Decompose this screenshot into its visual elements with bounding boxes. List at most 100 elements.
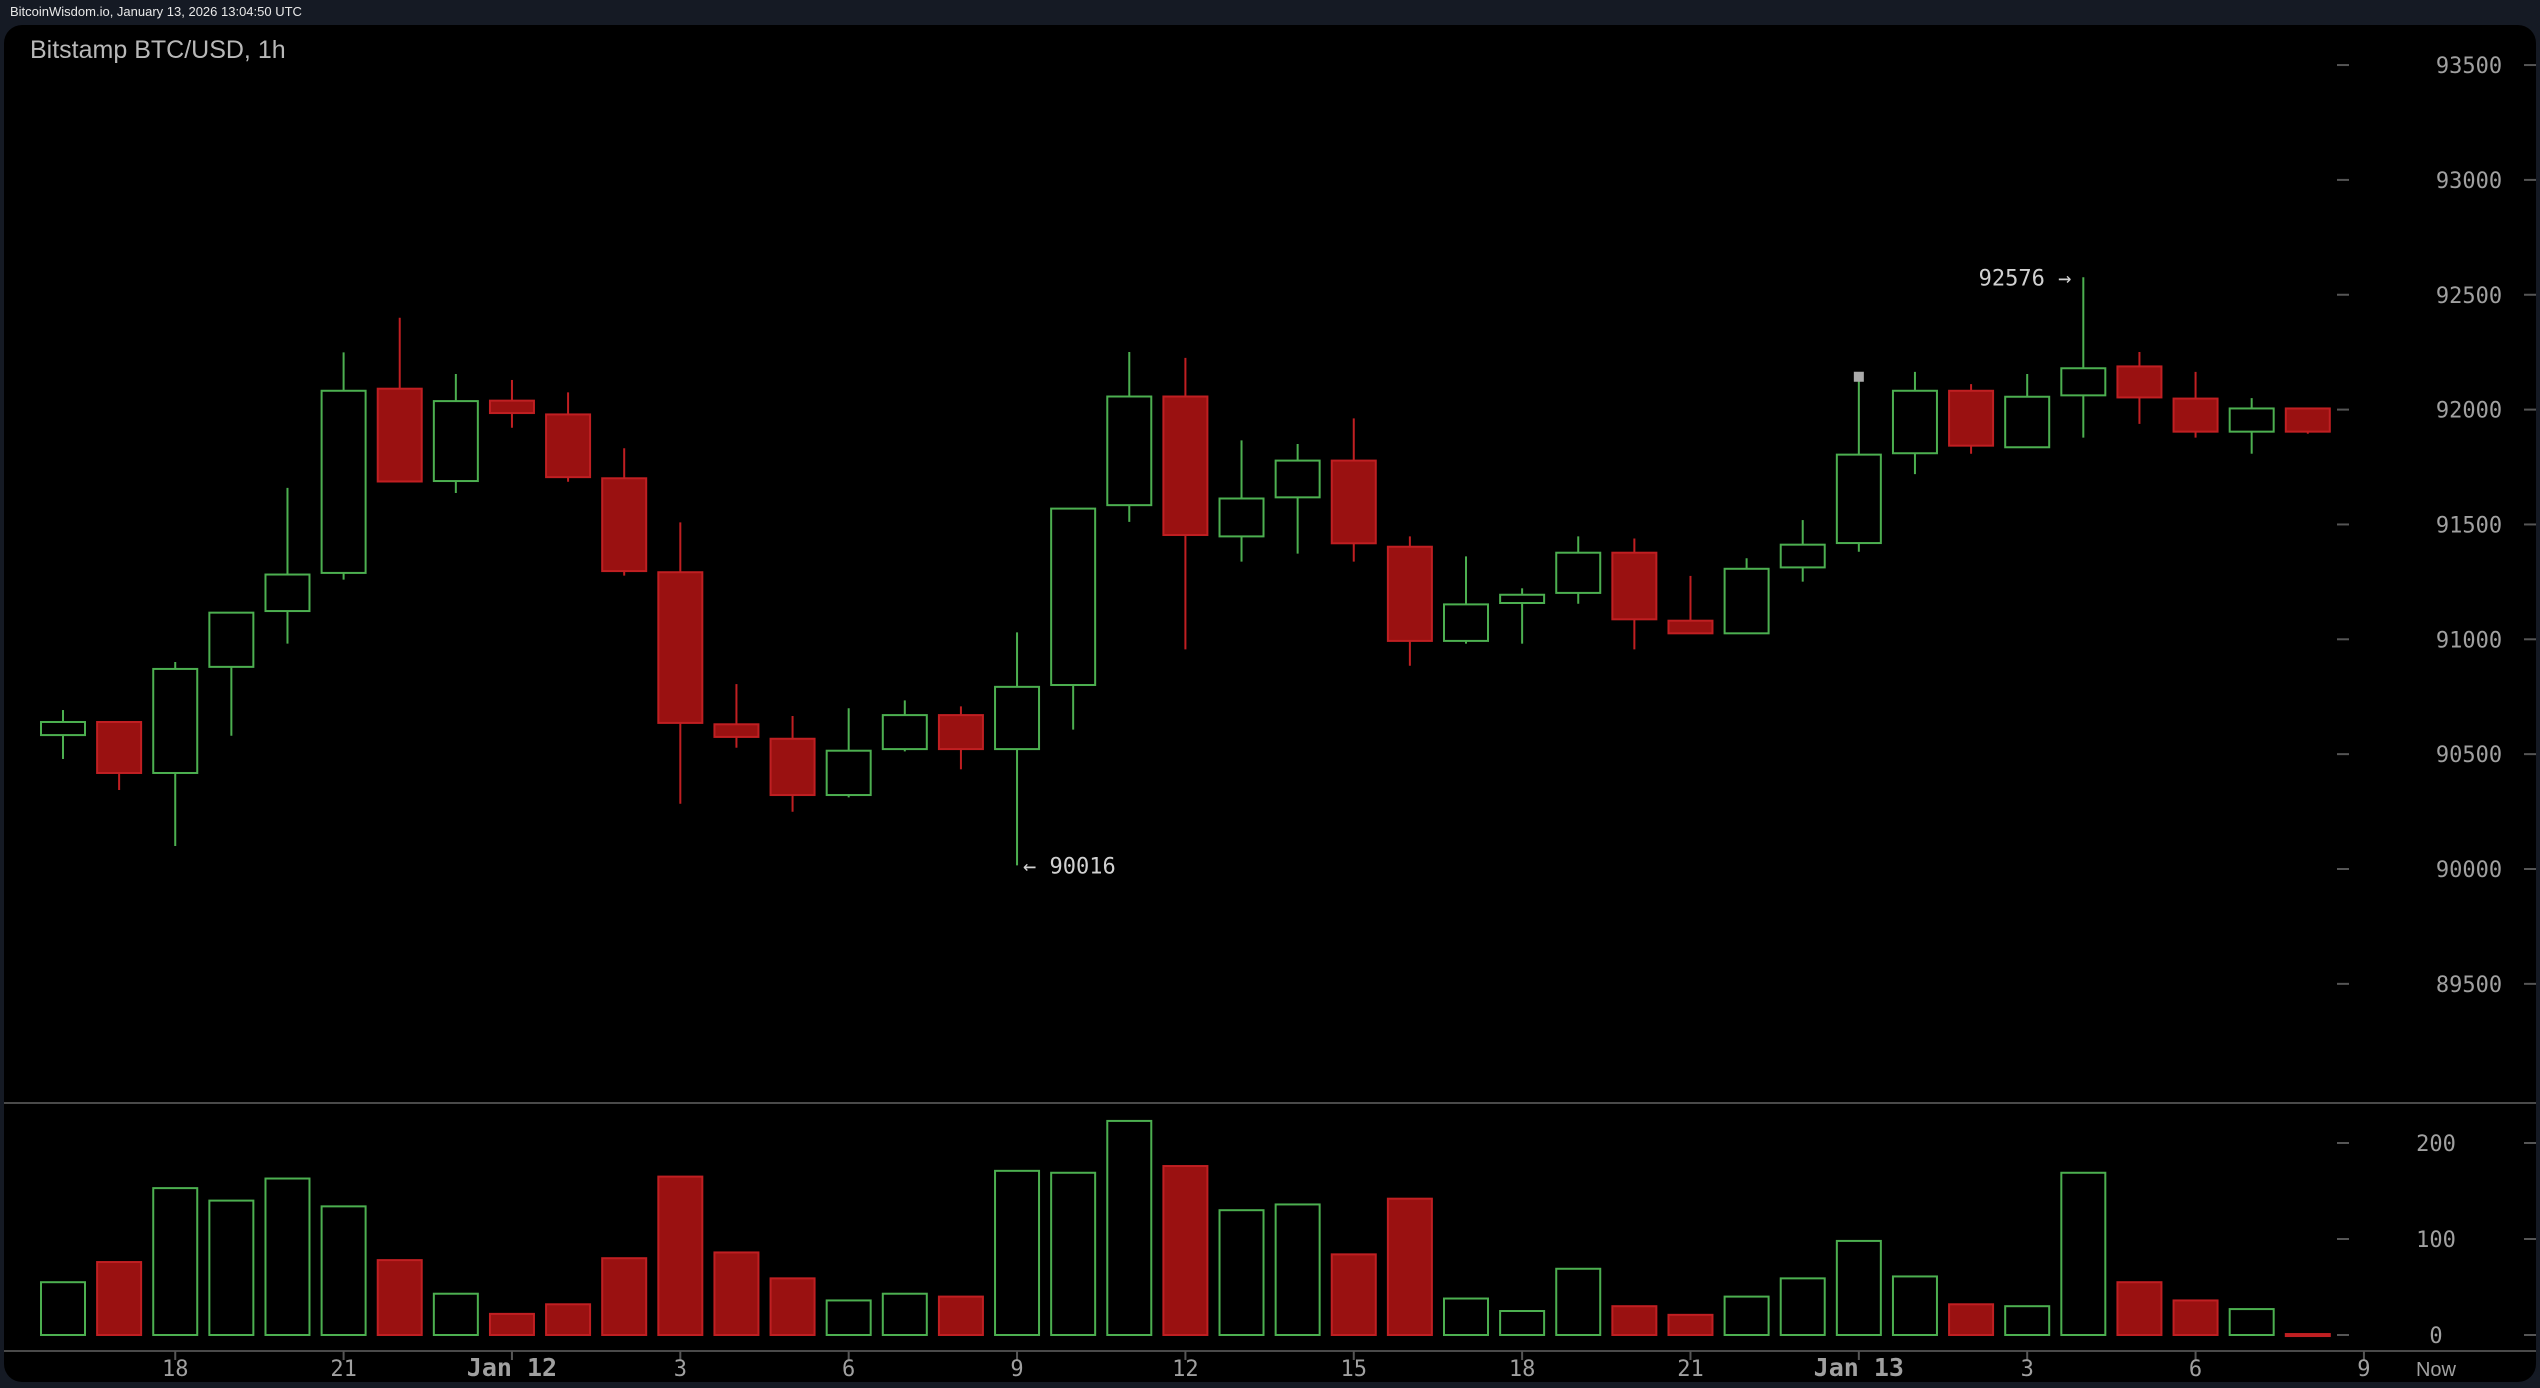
candle [1106, 351, 1153, 522]
volume-bar [2228, 1308, 2275, 1336]
volume-bar [1050, 1171, 1097, 1337]
candle [1330, 418, 1377, 562]
candle [1723, 558, 1770, 635]
volume-bar [264, 1177, 311, 1337]
candle [1443, 556, 1489, 644]
time-tick-label: Jan 12 [467, 1353, 557, 1382]
candle [825, 708, 872, 798]
candle [1162, 357, 1209, 650]
candle [264, 487, 311, 644]
volume-bar [2116, 1281, 2163, 1336]
candle [208, 611, 255, 736]
candle [1499, 588, 1546, 644]
chart-panel: Bitstamp BTC/USD, 1h [4, 25, 2536, 1382]
candle [376, 317, 423, 483]
volume-bar [96, 1261, 143, 1337]
candle [1050, 507, 1097, 730]
candle [320, 352, 367, 580]
candle [937, 706, 984, 770]
candle [1611, 538, 1658, 650]
candle [488, 379, 535, 428]
time-tick-label: 18 [162, 1357, 189, 1382]
volume-bar [937, 1295, 984, 1336]
time-tick-label: 18 [1509, 1357, 1536, 1382]
volume-bar [1835, 1239, 1882, 1337]
time-tick-label: 9 [1010, 1357, 1023, 1382]
volume-bar [1611, 1305, 1658, 1336]
candle [96, 720, 143, 790]
volume-bar [1106, 1119, 1153, 1337]
candle [2116, 351, 2163, 424]
volume-bar [825, 1299, 872, 1336]
candle [1386, 536, 1433, 666]
top-bar: BitcoinWisdom.io, January 13, 2026 13:04… [0, 0, 2540, 25]
volume-bar [1162, 1165, 1209, 1337]
volume-bar [601, 1257, 648, 1336]
chart-title: Bitstamp BTC/USD, 1h [30, 36, 286, 64]
candle [545, 392, 592, 482]
volume-bar [2172, 1299, 2219, 1336]
time-tick-label: 12 [1172, 1357, 1199, 1382]
volume-tick-label: 200 [2416, 1132, 2456, 1157]
volume-tick-label: 100 [2416, 1228, 2456, 1253]
price-tick-label: 92500 [2436, 284, 2502, 309]
volume-bar [2060, 1171, 2107, 1337]
volume-bar [1274, 1203, 1321, 1336]
volume-bar [994, 1169, 1041, 1336]
time-tick-label: 3 [2021, 1357, 2034, 1382]
candle [713, 684, 760, 748]
volume-bar [152, 1187, 199, 1336]
candle [881, 700, 928, 752]
volume-bar [40, 1281, 86, 1336]
candle [601, 448, 648, 576]
price-tick-label: 92000 [2436, 399, 2502, 424]
volume-bar [881, 1292, 928, 1336]
candle [1274, 444, 1321, 554]
volume-bar [769, 1277, 816, 1336]
source-timestamp: BitcoinWisdom.io, January 13, 2026 13:04… [10, 4, 302, 19]
candle [1218, 440, 1265, 562]
volume-tick-label: 0 [2429, 1324, 2442, 1349]
volume-bar [1891, 1275, 1938, 1336]
candle [1835, 376, 1882, 552]
time-tick-label: 9 [2357, 1357, 2370, 1382]
volume-bar [545, 1303, 592, 1337]
volume-bar [713, 1251, 760, 1336]
candle [657, 522, 704, 804]
volume-bar [2004, 1305, 2051, 1336]
volume-bar [488, 1312, 535, 1337]
candle [2060, 277, 2107, 438]
volume-bar [376, 1259, 423, 1336]
time-tick-label: 6 [842, 1357, 855, 1382]
last-price-marker [1853, 371, 1864, 382]
candle [2228, 398, 2275, 454]
volume-axis: 0 100 200 [2337, 1132, 2536, 1349]
candle [1891, 371, 1938, 475]
time-tick-label: 6 [2189, 1357, 2202, 1382]
price-axis: 89500 90000 90500 91000 91500 92000 92500 93000… [2337, 54, 2536, 998]
price-tick-label: 91000 [2436, 628, 2502, 653]
time-tick-label: 21 [330, 1357, 357, 1382]
volume-bar [1443, 1297, 1489, 1337]
high-price-label: 92576 → [1979, 266, 2072, 291]
volume-bars [40, 1119, 2331, 1338]
candle [2004, 373, 2051, 449]
candle [994, 632, 1041, 866]
candle [432, 373, 479, 493]
volume-bar [2284, 1333, 2331, 1338]
volume-bar [1330, 1253, 1377, 1336]
now-label: Now [2416, 1359, 2457, 1381]
candle [769, 716, 816, 812]
candle [2284, 407, 2331, 434]
time-tick-label: 3 [674, 1357, 687, 1382]
volume-bar [657, 1175, 704, 1336]
price-tick-label: 93500 [2436, 54, 2502, 79]
volume-bar [1218, 1209, 1265, 1336]
low-price-label: ← 90016 [1023, 854, 1116, 879]
volume-bar [1555, 1267, 1602, 1337]
time-tick-label: 21 [1677, 1357, 1704, 1382]
candles [40, 277, 2331, 866]
price-tick-label: 90500 [2436, 743, 2502, 768]
candle [2172, 371, 2219, 438]
